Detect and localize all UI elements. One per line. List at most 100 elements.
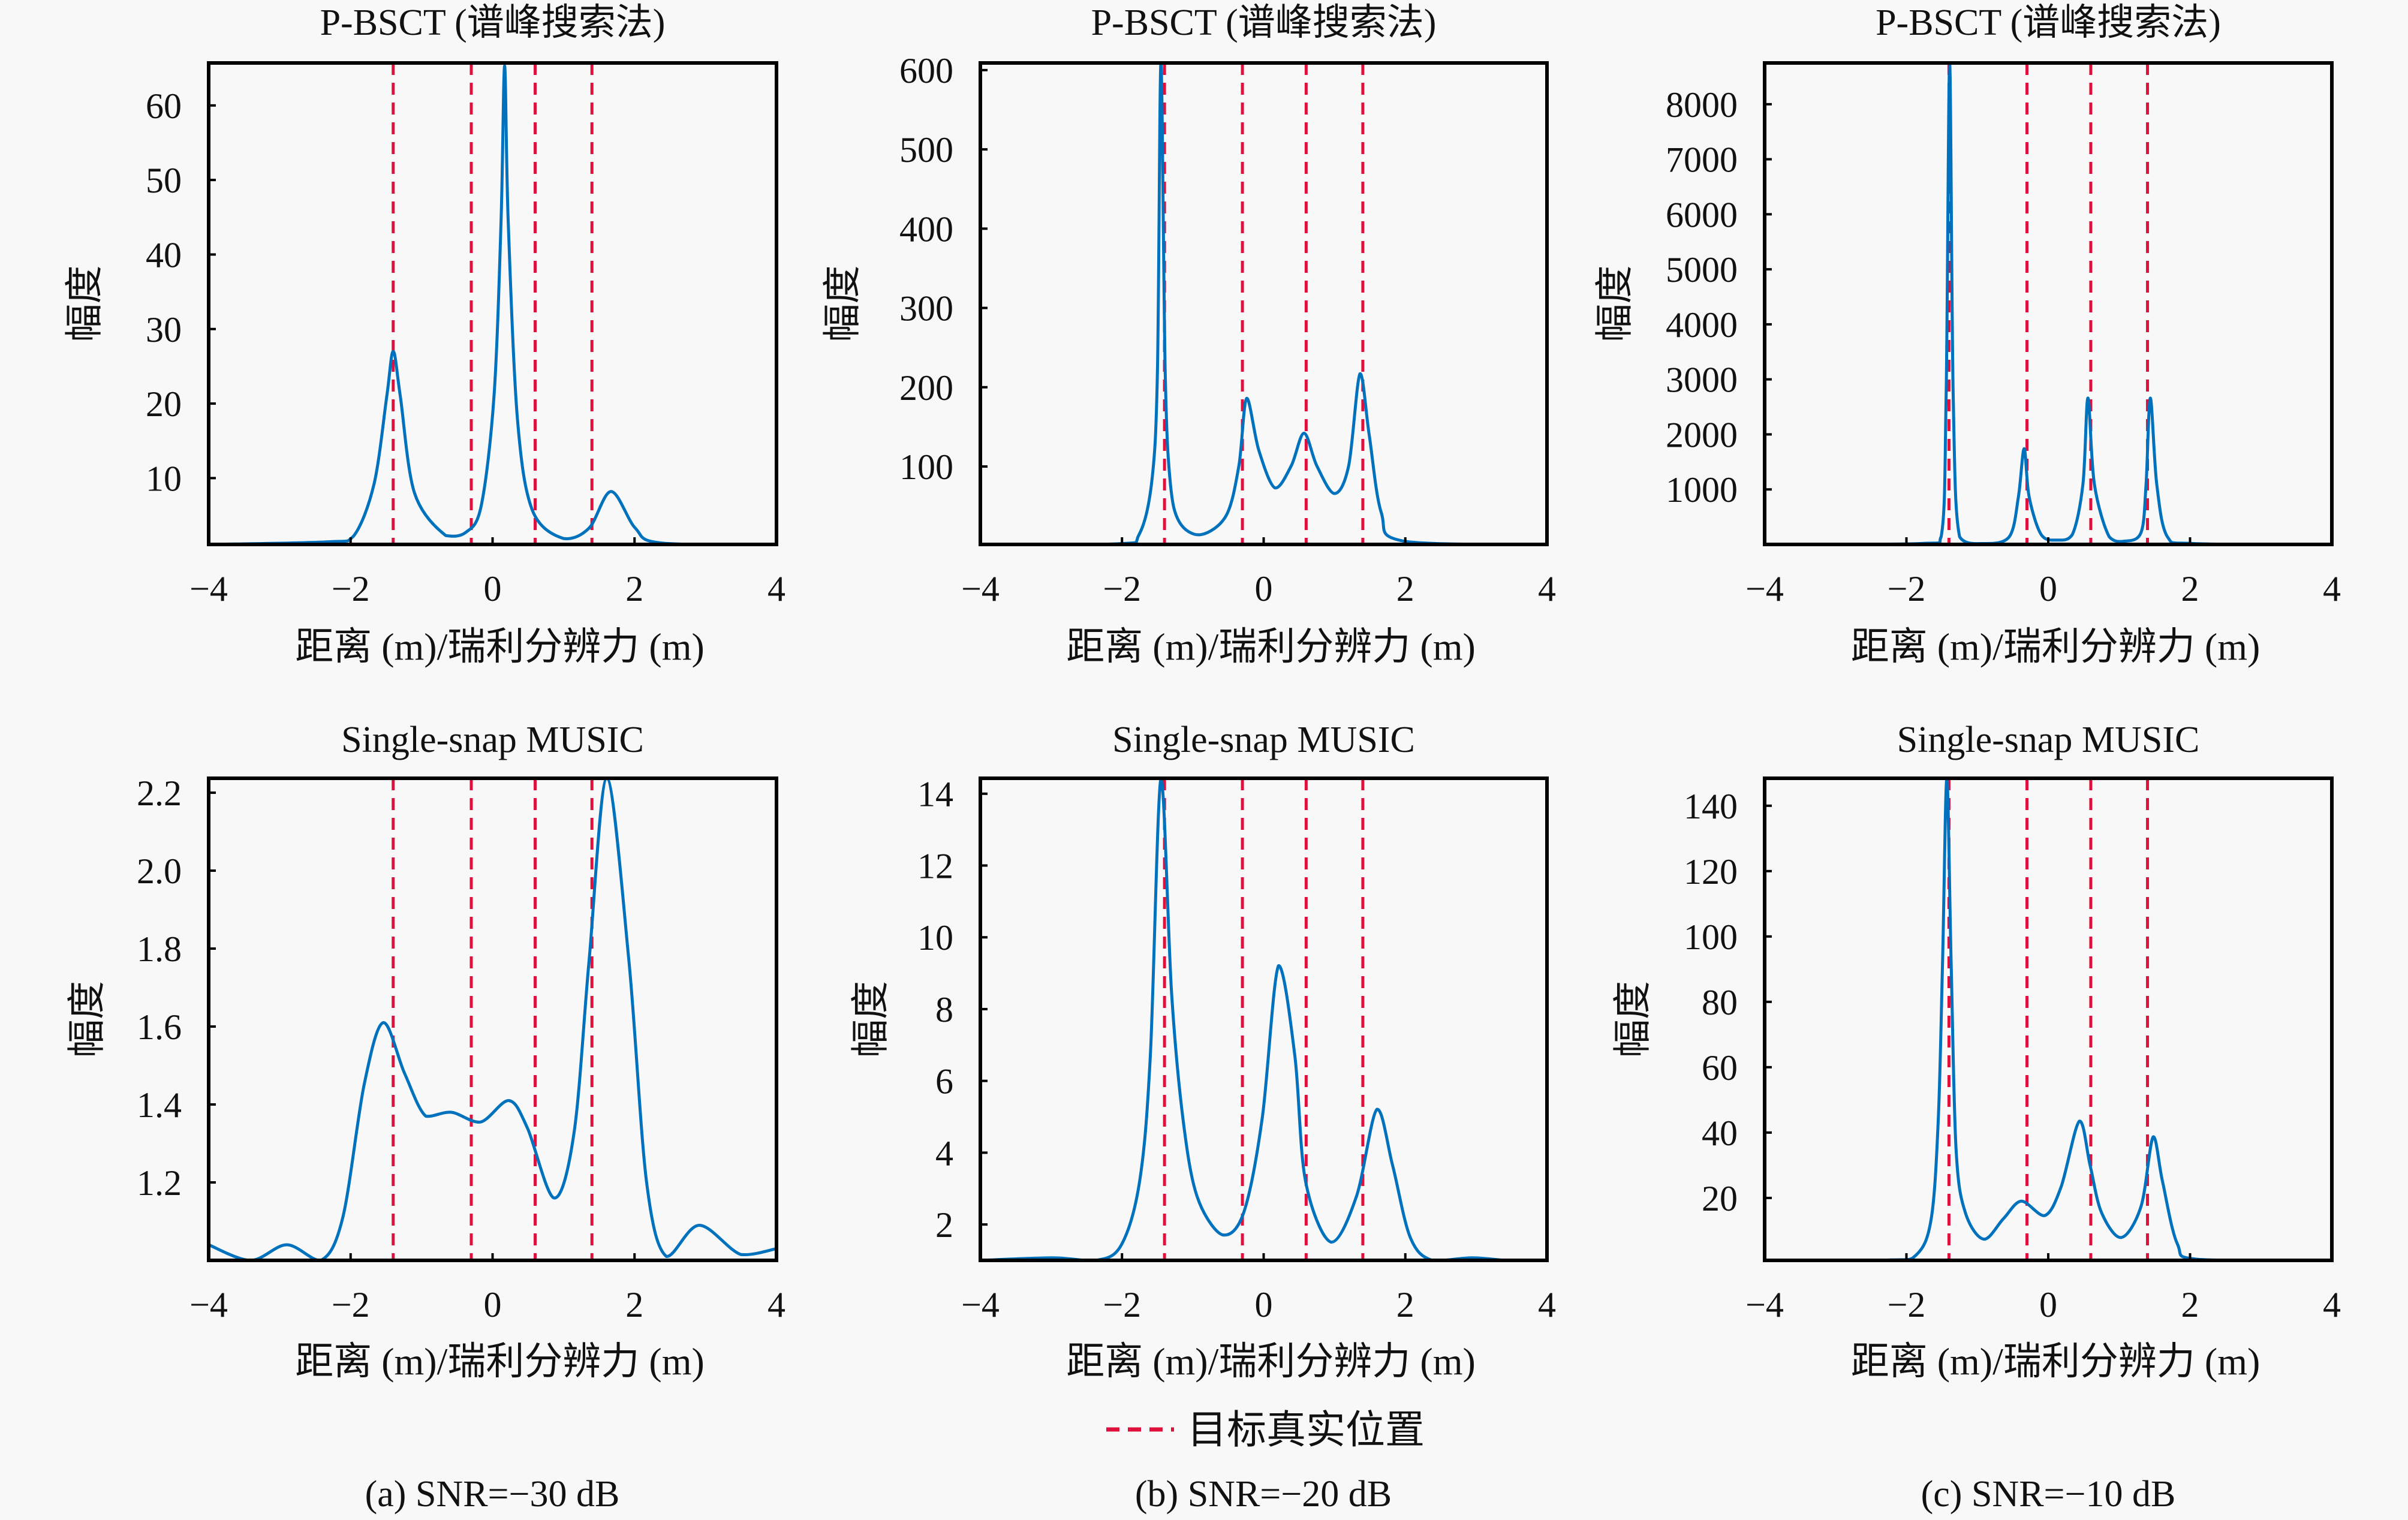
- y-axis-label: 幅度: [850, 981, 892, 1058]
- subplot-title: Single-snap MUSIC: [1112, 720, 1415, 760]
- x-tick-label: 0: [2039, 1285, 2057, 1325]
- spectrum-line: [209, 64, 776, 544]
- x-tick-label: −2: [1888, 1285, 1926, 1325]
- y-tick-label: 20: [146, 384, 182, 424]
- legend-label: 目标真实位置: [1187, 1408, 1425, 1452]
- y-tick-label: 20: [1702, 1179, 1738, 1218]
- x-tick-label: 0: [1255, 569, 1273, 609]
- x-tick-label: 4: [2323, 1285, 2341, 1325]
- axes-box: [1763, 776, 2334, 1262]
- y-tick-label: 500: [899, 130, 953, 170]
- subplot-0-0: P-BSCT (谱峰搜索法) −4 −2 0 2 4 10 20 30 40 50 60 距离 (m)/…: [64, 2, 786, 668]
- y-tick-label: 7000: [1666, 140, 1738, 180]
- x-tick-label: 2: [625, 569, 643, 609]
- y-tick-label: 1000: [1666, 470, 1738, 510]
- y-tick-label: 4000: [1666, 305, 1738, 345]
- x-tick-label: −4: [189, 569, 228, 609]
- x-tick-label: −4: [1745, 1285, 1784, 1325]
- y-tick-label: 300: [899, 289, 953, 329]
- y-tick-label: 2: [935, 1205, 953, 1245]
- axes-box: [1763, 61, 2334, 546]
- y-tick-label: 400: [899, 209, 953, 249]
- x-tick-label: 0: [1255, 1285, 1273, 1325]
- x-tick-label: 2: [2181, 1285, 2199, 1325]
- x-tick-label: 2: [1396, 1285, 1414, 1325]
- y-tick-label: 4: [935, 1133, 953, 1173]
- x-tick-label: 0: [2039, 569, 2057, 609]
- y-axis-label: 幅度: [821, 266, 864, 342]
- x-tick-label: −4: [189, 1285, 228, 1325]
- x-tick-label: 2: [2181, 569, 2199, 609]
- y-tick-label: 10: [146, 459, 182, 498]
- axes-box: [979, 61, 1549, 546]
- y-tick-label: 140: [1684, 787, 1738, 826]
- y-axis-label: 幅度: [1594, 266, 1636, 342]
- x-tick-label: −2: [1888, 569, 1926, 609]
- spectrum-line: [1765, 63, 2332, 544]
- subplot-1-2: Single-snap MUSIC −4 −2 0 2 4 20 40 60 80 100 120 14…: [1612, 720, 2341, 1383]
- spectrum-line: [980, 778, 1547, 1260]
- legend: 目标真实位置: [1106, 1408, 1425, 1452]
- y-axis-label: 幅度: [66, 981, 109, 1058]
- x-tick-label: −4: [961, 1285, 1000, 1325]
- y-tick-label: 100: [1684, 917, 1738, 957]
- y-tick-label: 2000: [1666, 415, 1738, 455]
- y-tick-label: 12: [917, 846, 953, 886]
- x-axis-label: 距离 (m)/瑞利分辨力 (m): [1066, 625, 1476, 668]
- x-tick-label: −2: [332, 1285, 370, 1325]
- axes-box: [207, 776, 778, 1262]
- x-tick-label: 4: [2323, 569, 2341, 609]
- y-tick-label: 60: [1702, 1048, 1738, 1088]
- y-axis-label: 幅度: [1612, 981, 1654, 1058]
- axes-box: [979, 776, 1549, 1262]
- x-tick-label: 4: [1538, 1285, 1556, 1325]
- y-tick-label: 2.0: [137, 851, 182, 891]
- x-tick-label: 4: [1538, 569, 1556, 609]
- y-tick-label: 8000: [1666, 85, 1738, 125]
- y-axis-label: 幅度: [64, 266, 106, 342]
- y-tick-label: 1.6: [137, 1007, 182, 1047]
- subplot-1-1: Single-snap MUSIC −4 −2 0 2 4 2 4 6 8 10 12 14 距离 (m)…: [850, 720, 1557, 1383]
- spectrum-line: [209, 778, 776, 1260]
- y-tick-label: 6000: [1666, 195, 1738, 234]
- caption-a: (a) SNR=−30 dB: [365, 1474, 620, 1515]
- x-tick-label: −4: [961, 569, 1000, 609]
- caption-c: (c) SNR=−10 dB: [1921, 1474, 2176, 1515]
- x-tick-label: 0: [484, 569, 502, 609]
- x-tick-label: 2: [625, 1285, 643, 1325]
- y-tick-label: 80: [1702, 983, 1738, 1022]
- x-tick-label: −2: [1103, 569, 1141, 609]
- y-tick-label: 1.2: [137, 1163, 182, 1203]
- y-tick-label: 30: [146, 310, 182, 350]
- spectrum-line: [980, 63, 1547, 544]
- x-axis-label: 距离 (m)/瑞利分辨力 (m): [295, 1340, 705, 1383]
- x-tick-label: −2: [1103, 1285, 1141, 1325]
- x-axis-label: 距离 (m)/瑞利分辨力 (m): [295, 625, 705, 668]
- y-tick-label: 6: [935, 1062, 953, 1101]
- x-tick-label: 4: [767, 569, 785, 609]
- spectrum-line: [1765, 778, 2332, 1260]
- y-tick-label: 200: [899, 368, 953, 408]
- y-tick-label: 8: [935, 990, 953, 1030]
- x-axis-label: 距离 (m)/瑞利分辨力 (m): [1066, 1340, 1476, 1383]
- y-tick-label: 600: [899, 51, 953, 91]
- x-axis-label: 距离 (m)/瑞利分辨力 (m): [1851, 625, 2260, 668]
- y-tick-label: 1.8: [137, 929, 182, 969]
- y-tick-label: 60: [146, 86, 182, 126]
- y-tick-label: 50: [146, 161, 182, 200]
- y-tick-label: 40: [1702, 1113, 1738, 1153]
- subplot-title: P-BSCT (谱峰搜索法): [1876, 2, 2221, 43]
- subplot-title: P-BSCT (谱峰搜索法): [320, 2, 666, 43]
- subplot-0-2: P-BSCT (谱峰搜索法) −4 −2 0 2 4 1000 2000 3000 4000 500…: [1594, 2, 2341, 668]
- subplot-1-0: Single-snap MUSIC −4 −2 0 2 4 1.2 1.4 1.6 1.8 2.0 2…: [66, 720, 786, 1383]
- y-tick-label: 120: [1684, 852, 1738, 892]
- axes-box: [207, 61, 778, 546]
- y-tick-label: 100: [899, 447, 953, 487]
- y-tick-label: 40: [146, 235, 182, 275]
- y-tick-label: 14: [917, 775, 953, 814]
- caption-b: (b) SNR=−20 dB: [1135, 1474, 1392, 1515]
- y-tick-label: 2.2: [137, 773, 182, 813]
- x-axis-label: 距离 (m)/瑞利分辨力 (m): [1851, 1340, 2260, 1383]
- x-tick-label: 0: [484, 1285, 502, 1325]
